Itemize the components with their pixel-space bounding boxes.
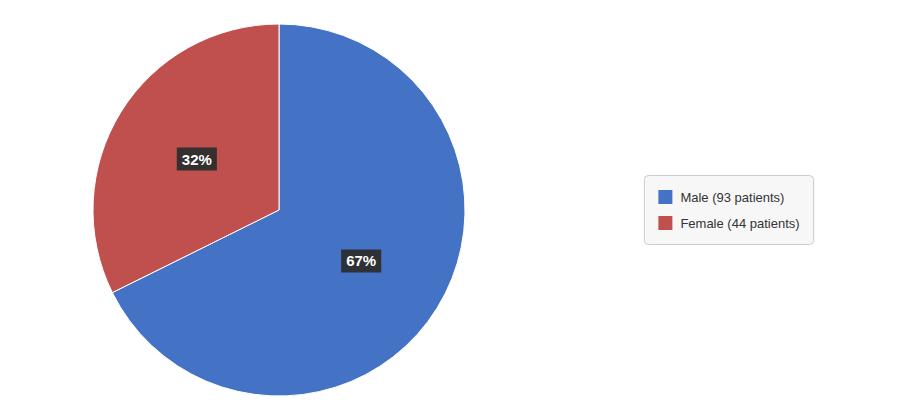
legend-items: Male (93 patients) Female (44 patients) [658,190,799,231]
legend-label: Male (93 patients) [680,190,784,205]
data-labels: 67% 32% [177,148,381,273]
data-label-bg [177,148,217,171]
legend-label: Female (44 patients) [680,216,799,231]
pie-slice [93,24,279,293]
legend-box [644,176,813,245]
legend-item: Female (44 patients) [658,216,799,231]
legend: Male (93 patients) Female (44 patients) [644,176,813,245]
pie [93,24,465,396]
chart: 67% 32% Male (93 patients) Female (44 patie… [0,0,900,420]
legend-swatch [658,216,672,230]
legend-swatch [658,190,672,204]
data-label-group: 32% [177,148,217,171]
legend-item: Male (93 patients) [658,190,784,205]
data-label-group: 67% [341,249,381,272]
data-label-bg [341,249,381,272]
data-label: 67% [346,252,376,269]
data-label: 32% [182,151,212,168]
